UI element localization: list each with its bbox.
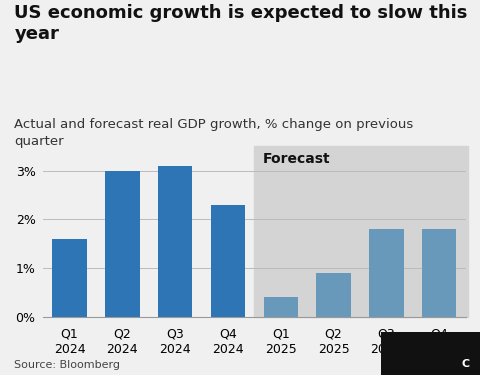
Bar xyxy=(211,205,245,317)
Bar xyxy=(158,166,192,317)
Bar xyxy=(52,239,87,317)
Bar xyxy=(254,146,468,317)
Text: Source: Bloomberg: Source: Bloomberg xyxy=(14,360,120,370)
Bar xyxy=(264,297,298,317)
Text: US economic growth is expected to slow this
year: US economic growth is expected to slow t… xyxy=(14,4,468,43)
Text: Forecast: Forecast xyxy=(262,152,330,166)
Bar xyxy=(316,273,351,317)
Text: C: C xyxy=(462,359,469,369)
Bar xyxy=(369,229,404,317)
Text: B: B xyxy=(435,359,444,369)
Bar xyxy=(105,171,140,317)
Text: Actual and forecast real GDP growth, % change on previous
quarter: Actual and forecast real GDP growth, % c… xyxy=(14,118,414,148)
Text: B: B xyxy=(408,359,417,369)
Bar xyxy=(422,229,456,317)
